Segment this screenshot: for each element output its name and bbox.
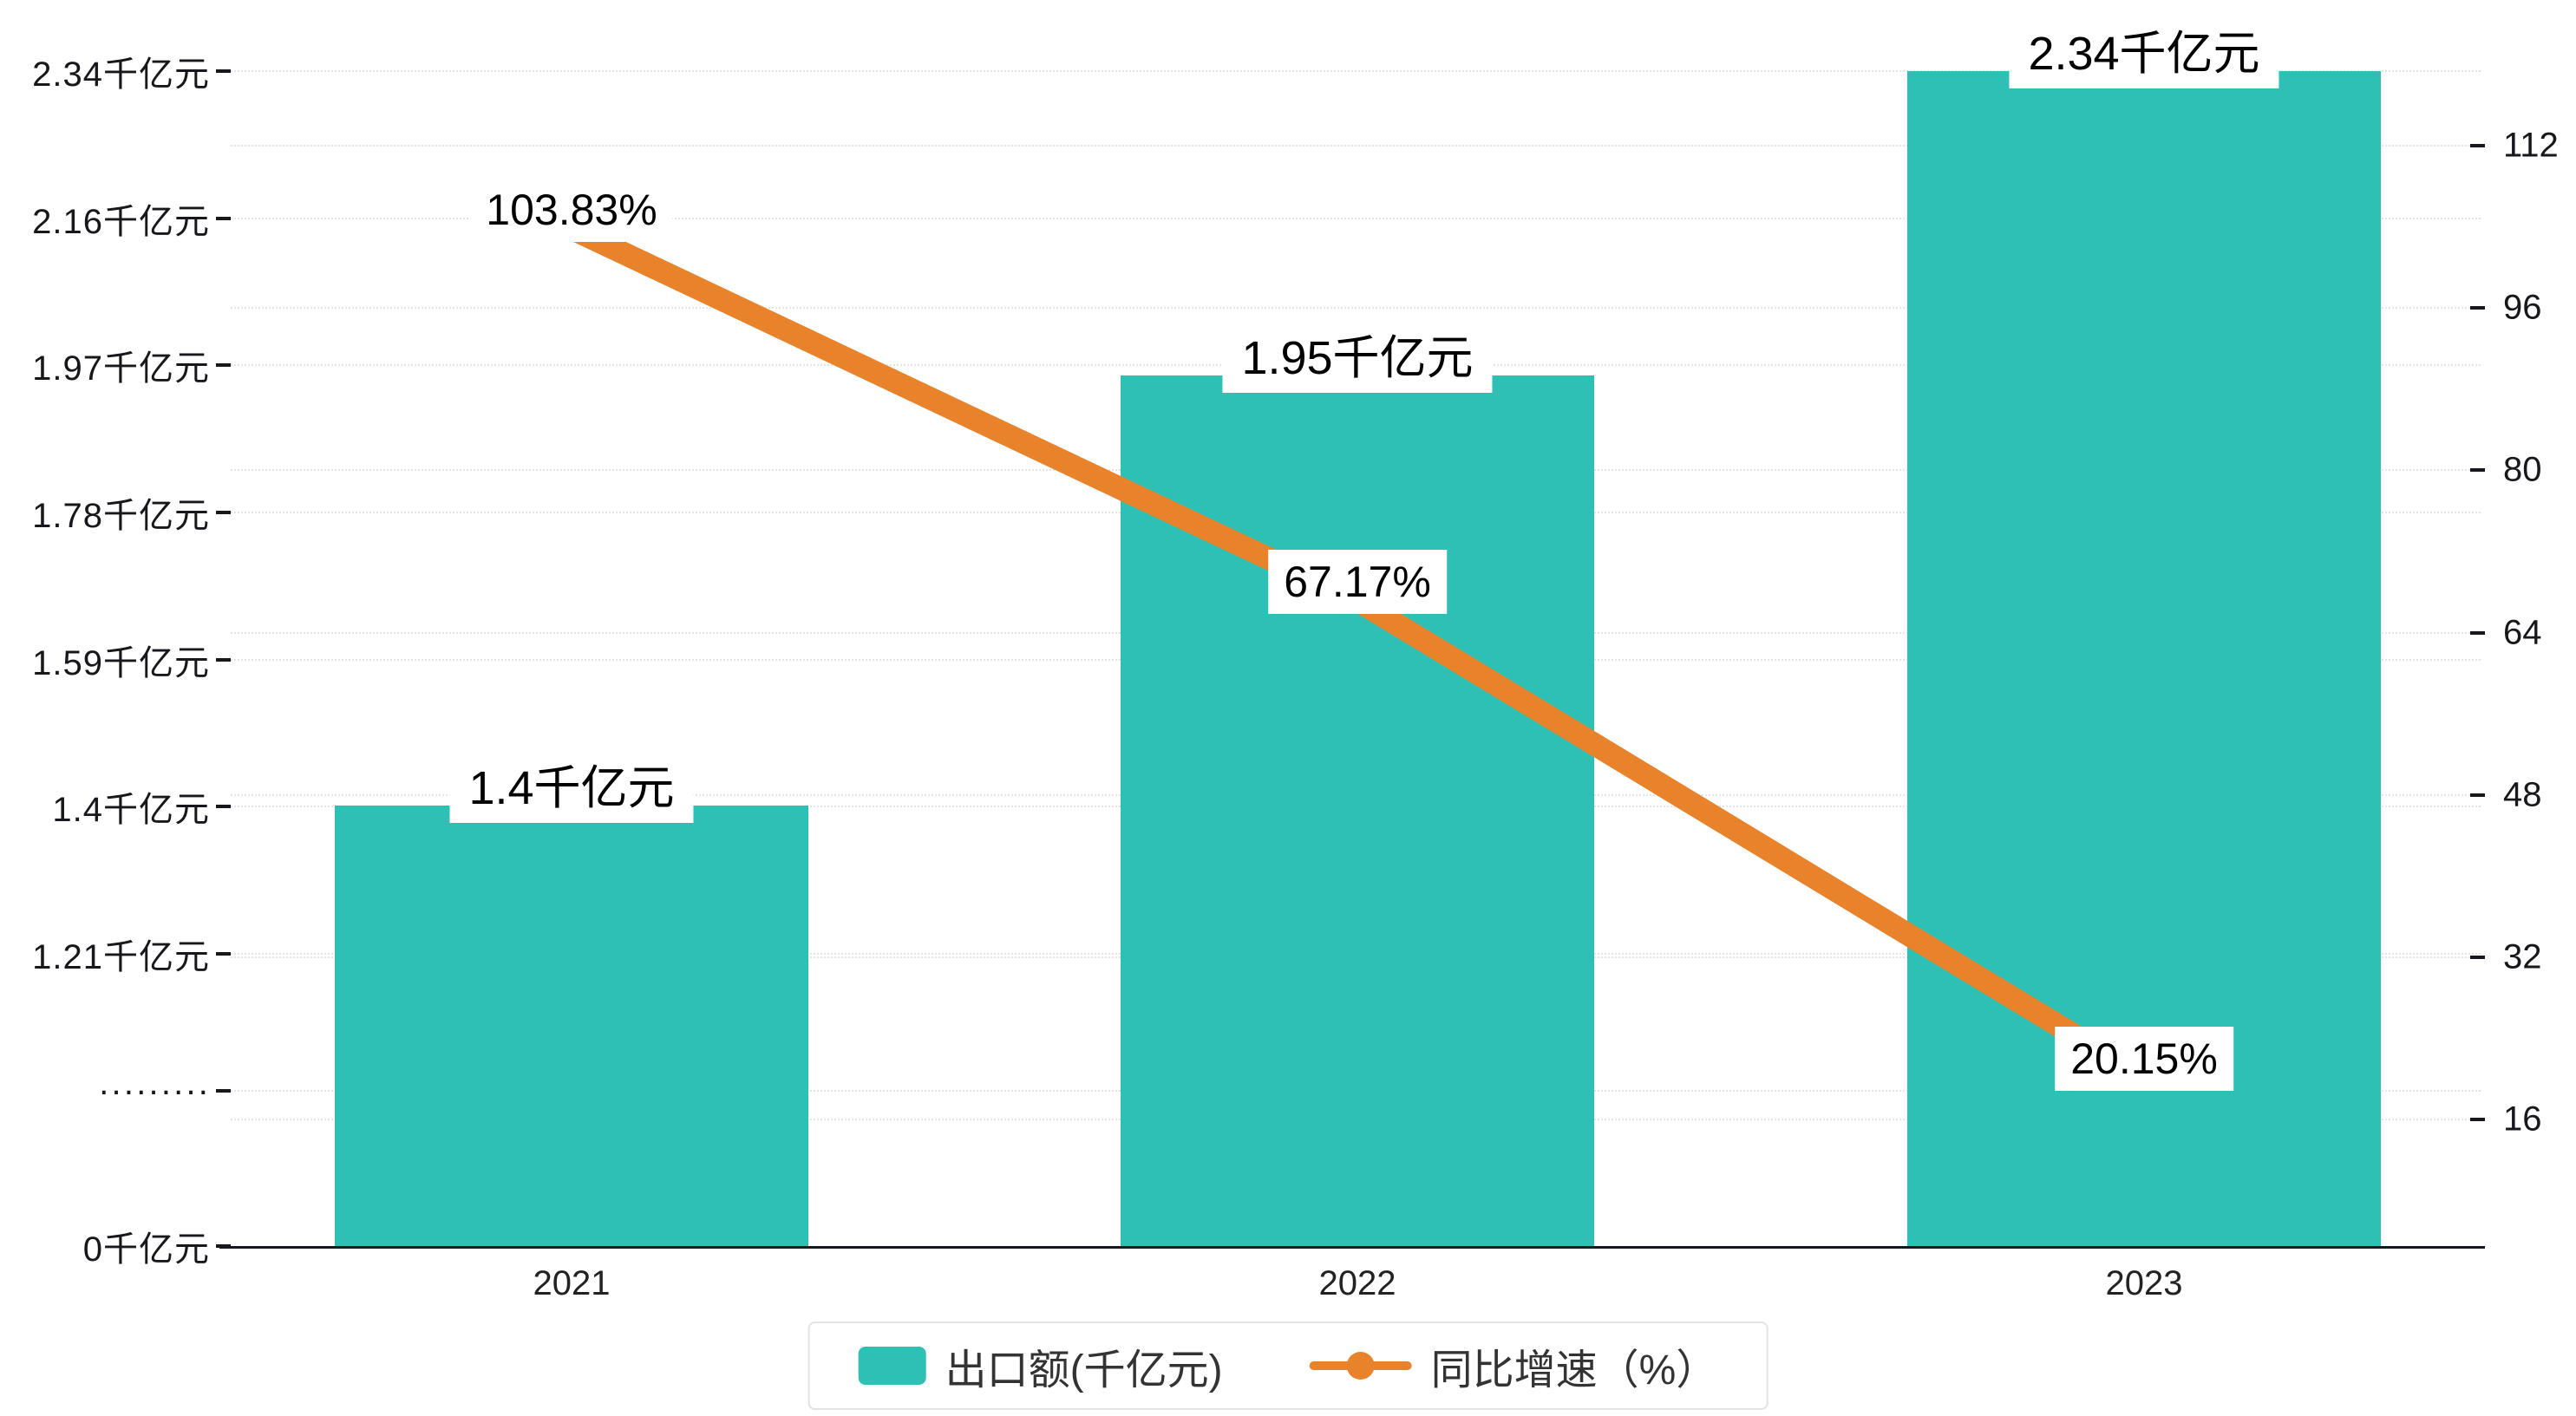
x-axis-category-label: 2023 [2105, 1264, 2183, 1302]
y-axis-left-tick-label: 2.34千亿元 [32, 55, 210, 94]
y-axis-right-tick-mark [2470, 793, 2485, 797]
y-axis-right-tick-label: 64 [2503, 613, 2542, 652]
bar-value-label: 2.34千亿元 [2009, 9, 2279, 88]
y-axis-left-tick-mark [216, 69, 231, 73]
y-axis-right-tick-mark [2470, 630, 2485, 635]
y-axis-left-tick-mark [216, 1089, 231, 1093]
bar-series-swatch-icon [858, 1347, 926, 1385]
y-axis-right-tick-label: 112 [2503, 126, 2559, 165]
x-axis-category-label: 2021 [533, 1264, 611, 1302]
y-axis-left-tick-label: 1.4千亿元 [52, 791, 210, 830]
y-axis-right-tick-mark [2470, 1118, 2485, 1122]
x-axis-category-label: 2022 [1318, 1264, 1396, 1302]
growth-value-label: 20.15% [2055, 1026, 2233, 1091]
bar-value-label: 1.4千亿元 [449, 743, 694, 823]
y-axis-right-tick-label: 16 [2503, 1100, 2542, 1139]
legend-label-growth: 同比增速（%） [1430, 1347, 1718, 1393]
growth-value-label: 67.17% [1268, 549, 1447, 614]
line-series-dot-icon [1346, 1352, 1375, 1380]
y-axis-right-tick-mark [2470, 956, 2485, 959]
y-axis-right-tick-mark [2470, 306, 2485, 310]
y-axis-left-tick-mark [216, 1244, 231, 1248]
gridline [231, 145, 2481, 147]
x-axis-line [219, 1246, 2485, 1249]
y-axis-left-tick-label: 1.78千亿元 [32, 497, 210, 535]
legend: 出口额(千亿元) 同比增速（%） [807, 1321, 1769, 1410]
gridline [231, 217, 2481, 219]
y-axis-right-tick-mark [2470, 468, 2485, 473]
y-axis-right-tick-label: 96 [2503, 288, 2542, 327]
y-axis-right-tick-label: 80 [2503, 450, 2542, 489]
gridline [231, 307, 2481, 310]
y-axis-left-tick-mark [216, 805, 231, 809]
y-axis-left-tick-label: 1.21千亿元 [32, 938, 210, 976]
bar-2021[interactable] [335, 805, 808, 1246]
y-axis-left-tick-label: ········· [98, 1071, 210, 1110]
legend-label-export: 出口额(千亿元) [945, 1347, 1223, 1393]
y-axis-right-tick-label: 48 [2503, 775, 2542, 814]
y-axis-left-tick-mark [216, 657, 231, 662]
y-axis-right-tick-label: 32 [2503, 937, 2542, 976]
y-axis-right-tick-mark [2470, 144, 2485, 147]
legend-item-growth-line[interactable]: 同比增速（%） [1309, 1335, 1718, 1396]
line-series-swatch-icon [1309, 1352, 1412, 1380]
y-axis-left-tick-label: 1.97千亿元 [32, 349, 210, 388]
legend-item-export-bar[interactable]: 出口额(千亿元) [858, 1335, 1223, 1396]
y-axis-left-tick-label: 1.59千亿元 [32, 643, 210, 682]
y-axis-left-tick-mark [216, 511, 231, 514]
bar-value-label: 1.95千亿元 [1222, 314, 1493, 394]
y-axis-left-tick-label: 2.16千亿元 [32, 202, 210, 241]
y-axis-left-tick-mark [216, 216, 231, 220]
y-axis-left-tick-label: 0千亿元 [82, 1230, 210, 1269]
y-axis-left-tick-mark [216, 952, 231, 956]
y-axis-left-tick-mark [216, 363, 231, 368]
growth-value-label: 103.83% [470, 177, 673, 242]
gridline [231, 70, 2481, 72]
